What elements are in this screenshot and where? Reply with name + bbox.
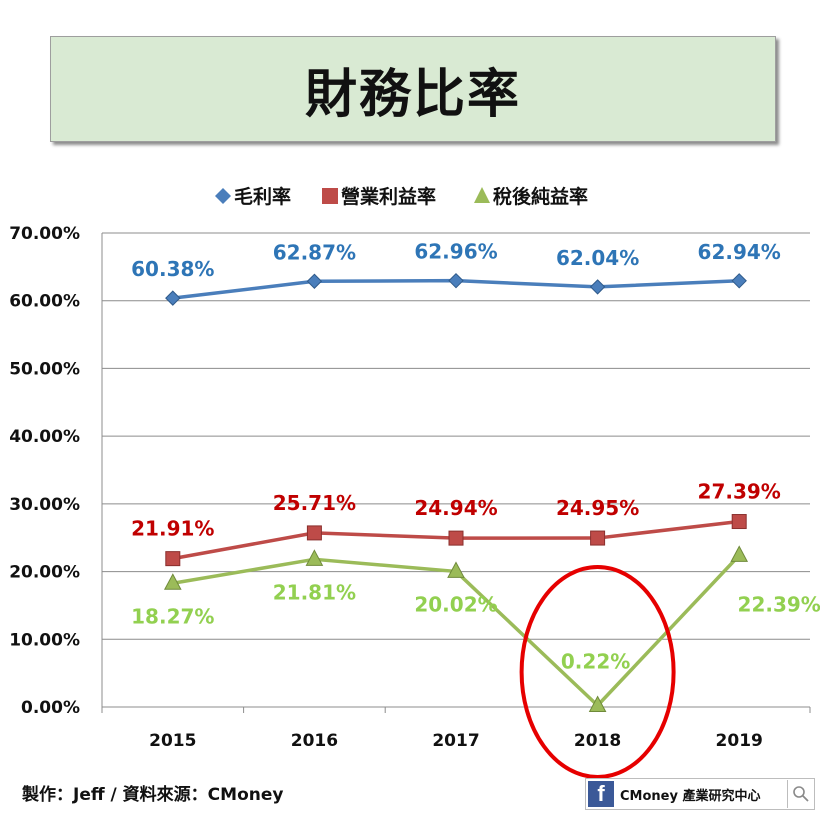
data-label: 0.22% bbox=[561, 650, 630, 674]
data-point-diamond bbox=[165, 290, 181, 306]
x-tick-label: 2016 bbox=[291, 731, 338, 751]
data-point-triangle bbox=[730, 545, 749, 562]
highlight-circle bbox=[519, 565, 676, 779]
data-label: 21.81% bbox=[273, 580, 356, 604]
legend-label: 毛利率 bbox=[234, 185, 291, 208]
data-label: 25.71% bbox=[273, 491, 356, 515]
y-tick-label: 70.00% bbox=[9, 224, 80, 244]
legend-label: 營業利益率 bbox=[341, 185, 436, 208]
data-point-diamond bbox=[589, 279, 606, 295]
data-label: 21.91% bbox=[131, 517, 214, 541]
y-tick-label: 40.00% bbox=[9, 427, 80, 447]
title-banner: 財務比率 bbox=[50, 36, 776, 142]
data-point-triangle bbox=[163, 573, 182, 590]
legend-label: 稅後純益率 bbox=[493, 185, 588, 208]
y-tick-label: 10.00% bbox=[9, 630, 80, 650]
data-label: 24.95% bbox=[556, 496, 639, 520]
legend-marker bbox=[215, 188, 231, 204]
data-label: 27.39% bbox=[698, 480, 781, 504]
x-tick-label: 2019 bbox=[716, 731, 763, 751]
data-label: 62.96% bbox=[414, 240, 497, 264]
data-label: 60.38% bbox=[131, 257, 214, 281]
data-point-square bbox=[731, 514, 747, 530]
y-tick-label: 50.00% bbox=[9, 359, 80, 379]
data-point-square bbox=[165, 551, 181, 567]
legend-marker bbox=[474, 187, 490, 203]
data-label: 22.39% bbox=[738, 592, 820, 616]
data-point-triangle bbox=[305, 549, 324, 566]
data-point-square bbox=[590, 530, 606, 546]
data-label: 20.02% bbox=[414, 592, 497, 616]
data-point-triangle bbox=[447, 561, 465, 578]
data-label: 62.04% bbox=[556, 246, 639, 270]
credit-text: 製作：Jeff / 資料來源：CMoney bbox=[22, 785, 284, 805]
x-tick-label: 2015 bbox=[149, 731, 196, 751]
brand-badge[interactable]: f CMoney 產業研究中心 bbox=[585, 778, 815, 810]
data-point-diamond bbox=[448, 272, 464, 289]
brand-name: CMoney 產業研究中心 bbox=[620, 788, 761, 804]
x-tick-label: 2017 bbox=[432, 731, 479, 751]
legend-marker bbox=[322, 188, 338, 204]
chart-title: 財務比率 bbox=[304, 64, 521, 125]
data-label: 62.94% bbox=[698, 240, 781, 264]
data-label: 18.27% bbox=[131, 604, 214, 628]
data-point-diamond bbox=[731, 273, 747, 289]
x-tick-label: 2018 bbox=[574, 731, 621, 751]
data-point-diamond bbox=[306, 273, 323, 289]
y-tick-label: 30.00% bbox=[9, 495, 80, 515]
y-tick-label: 60.00% bbox=[9, 292, 80, 312]
data-label: 24.94% bbox=[414, 496, 497, 520]
data-label: 62.87% bbox=[273, 240, 356, 264]
data-point-square bbox=[448, 530, 464, 546]
y-tick-label: 0.00% bbox=[21, 698, 80, 718]
search-icon[interactable] bbox=[787, 780, 814, 808]
facebook-icon: f bbox=[588, 781, 614, 807]
data-point-square bbox=[306, 525, 322, 541]
y-tick-label: 20.00% bbox=[9, 563, 80, 583]
data-point-triangle bbox=[588, 695, 607, 713]
